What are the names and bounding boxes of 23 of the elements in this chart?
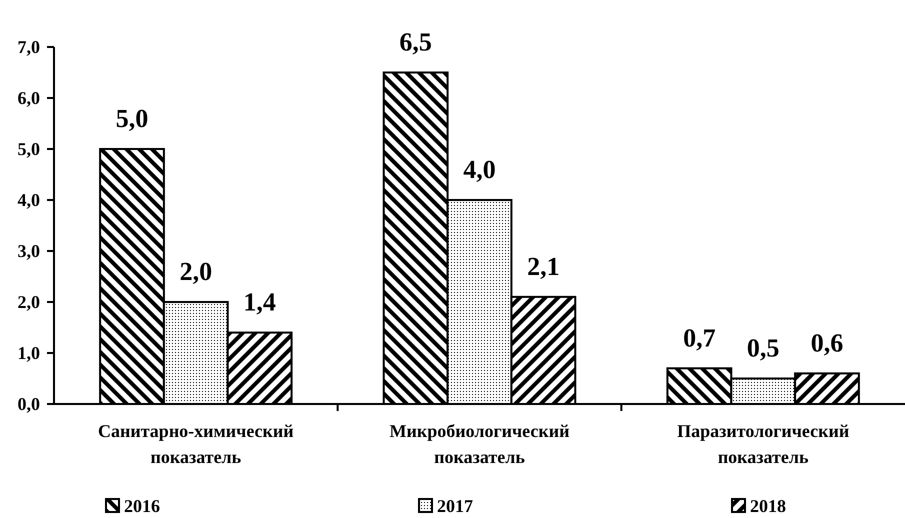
- data-label: 5,0: [116, 104, 148, 133]
- y-tick-label: 4,0: [18, 190, 40, 210]
- y-tick-label: 0,0: [18, 394, 40, 414]
- data-label: 1,4: [243, 288, 276, 317]
- data-label: 0,6: [810, 328, 844, 358]
- data-label: 2,0: [180, 257, 212, 286]
- y-tick-label: 6,0: [18, 88, 40, 108]
- x-tick-label: Санитарно-химический показатель: [98, 421, 294, 467]
- legend-label: 2018: [750, 496, 786, 516]
- data-label: 6,5: [399, 28, 432, 56]
- y-tick-label: 3,0: [18, 241, 40, 261]
- x-tick-label: Паразитологический показатель: [677, 421, 850, 467]
- data-label: 2,1: [527, 252, 560, 281]
- data-label: 0,5: [746, 334, 780, 362]
- data-label: 4,0: [463, 155, 496, 184]
- legend-label: 2016: [124, 496, 160, 516]
- y-tick-label: 5,0: [18, 139, 40, 159]
- data-label: 0,7: [683, 323, 716, 352]
- y-tick-label: 2,0: [18, 292, 40, 312]
- legend-label: 2017: [437, 496, 473, 516]
- y-tick-label: 7,0: [18, 37, 40, 57]
- y-tick-label: 1,0: [18, 343, 40, 363]
- x-tick-label: Микробиологический показатель: [390, 421, 570, 467]
